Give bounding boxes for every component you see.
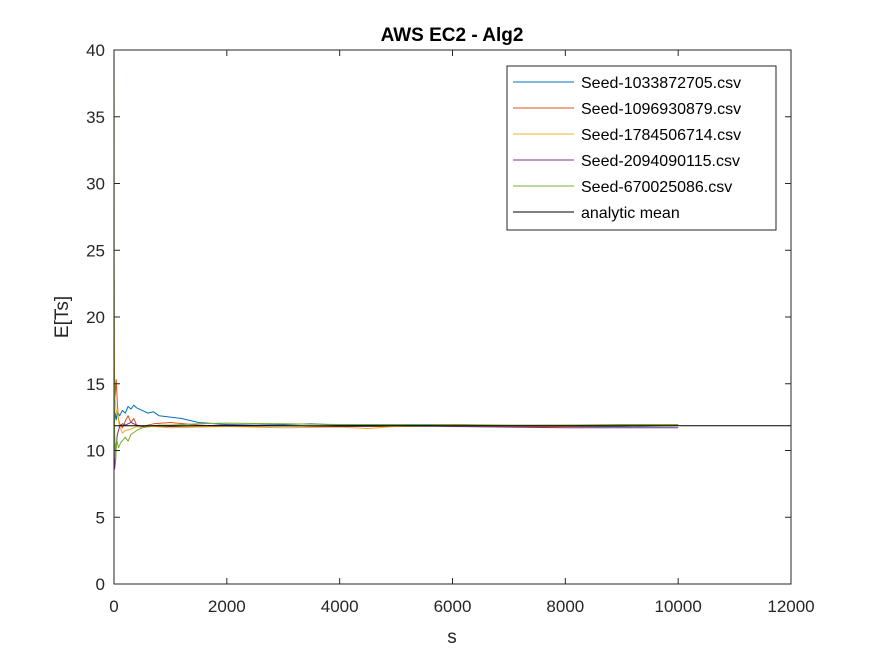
x-axis-label: s: [447, 627, 457, 648]
y-tick-label-8: 40: [86, 41, 105, 60]
x-tick-label-3: 6000: [434, 597, 472, 616]
x-tick-label-2: 4000: [321, 597, 359, 616]
legend-entry-3: Seed-2094090115.csv: [581, 153, 740, 170]
y-tick-label-7: 35: [86, 108, 105, 127]
legend-entry-4: Seed-670025086.csv: [581, 179, 732, 196]
x-tick-label-4: 8000: [546, 597, 584, 616]
y-tick-label-4: 20: [86, 308, 105, 327]
ticks-layer: 0 2000 4000 6000 8000 10000 12000 0 5 10 15 20 25 30 3…: [86, 41, 815, 616]
legend-box: [506, 65, 777, 231]
y-tick-label-6: 30: [86, 175, 105, 194]
legend-entry-0: Seed-1033872705.csv: [581, 75, 741, 92]
legend-entry-5: analytic mean: [581, 205, 680, 222]
legend-entry-2: Seed-1784506714.csv: [581, 127, 741, 144]
y-tick-label-2: 10: [86, 442, 105, 461]
y-tick-label-3: 15: [86, 375, 105, 394]
x-tick-label-5: 10000: [655, 597, 702, 616]
y-tick-label-5: 25: [86, 241, 105, 260]
series-line-4: [113, 49, 679, 461]
y-tick-label-1: 5: [96, 508, 105, 527]
y-axis-label: E[Ts]: [52, 296, 73, 338]
legend-entry-1: Seed-1096930879.csv: [581, 101, 741, 118]
legend: Seed-1033872705.csv Seed-1096930879.csv Se…: [506, 65, 777, 231]
y-tick-label-0: 0: [96, 575, 105, 594]
chart-title: AWS EC2 - Alg2: [381, 25, 524, 46]
series-layer: [113, 49, 791, 470]
x-tick-label-1: 2000: [208, 597, 246, 616]
x-tick-label-0: 0: [109, 597, 118, 616]
x-tick-label-6: 12000: [767, 597, 814, 616]
